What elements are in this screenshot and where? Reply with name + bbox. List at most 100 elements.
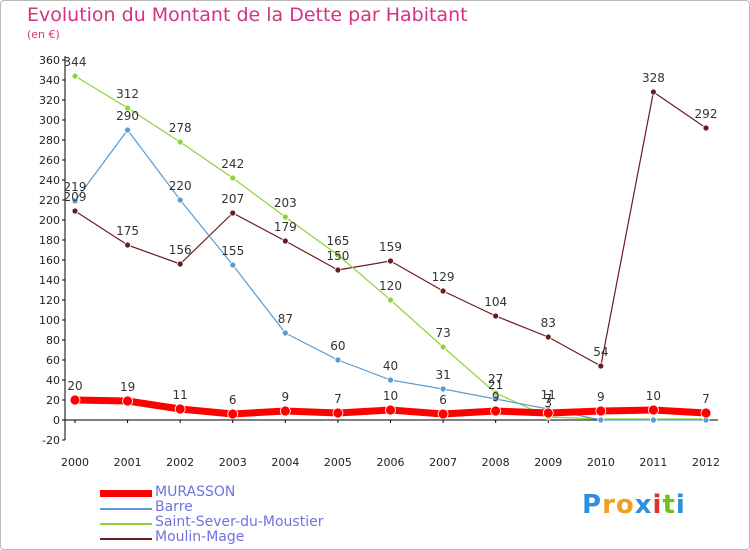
- data-label-moulin-mage: 129: [432, 270, 455, 284]
- x-tick-label: 2010: [587, 456, 615, 469]
- data-point-barre: [650, 416, 657, 424]
- y-tick-label: 240: [39, 174, 60, 187]
- data-label-moulin-mage: 159: [379, 240, 402, 254]
- data-point-murasson: [174, 403, 186, 415]
- data-point-barre: [334, 356, 342, 364]
- data-point-barre: [597, 416, 605, 424]
- data-point-moulin-mage: [334, 266, 342, 274]
- data-label-murasson: 9: [597, 390, 605, 404]
- y-tick-label: 20: [46, 394, 60, 407]
- data-label-murasson: 7: [334, 392, 342, 406]
- data-point-murasson: [332, 407, 344, 419]
- data-point-moulin-mage: [281, 237, 289, 245]
- data-point-moulin-mage: [492, 312, 500, 320]
- legend-label-barre: Barre: [155, 499, 193, 515]
- data-label-saint-sever-du-moustier: 73: [435, 326, 450, 340]
- data-point-murasson: [437, 408, 449, 420]
- data-label-barre: 11: [541, 388, 556, 402]
- data-point-barre: [229, 261, 237, 269]
- x-tick-label: 2005: [324, 456, 352, 469]
- data-label-moulin-mage: 328: [642, 71, 665, 85]
- logo-letter: t: [662, 490, 676, 520]
- data-label-murasson: 7: [702, 392, 710, 406]
- data-label-moulin-mage: 156: [169, 243, 192, 257]
- data-label-murasson: 19: [120, 380, 135, 394]
- data-point-murasson: [542, 407, 554, 419]
- data-label-moulin-mage: 104: [484, 295, 507, 309]
- data-label-barre: 21: [488, 378, 503, 392]
- data-label-murasson: 9: [282, 390, 290, 404]
- legend-item-moulin-mage: Moulin-Mage: [100, 529, 430, 546]
- legend-swatch-moulin-mage: [100, 538, 152, 540]
- y-tick-label: 40: [46, 374, 60, 387]
- data-point-barre: [439, 385, 447, 393]
- data-label-barre: 31: [435, 368, 450, 382]
- logo-letter: x: [634, 490, 653, 520]
- y-tick-label: 80: [46, 334, 60, 347]
- data-point-murasson: [648, 404, 659, 416]
- data-label-murasson: 20: [67, 379, 82, 393]
- y-tick-label: 320: [39, 94, 60, 107]
- y-tick-label: 100: [39, 314, 60, 327]
- data-label-saint-sever-du-moustier: 3: [544, 396, 552, 410]
- logo-letter: P: [582, 490, 603, 520]
- y-tick-label: 0: [53, 414, 60, 427]
- y-tick-label: 340: [39, 74, 60, 87]
- data-point-barre: [71, 197, 79, 205]
- data-label-moulin-mage: 179: [274, 220, 297, 234]
- data-label-barre: 220: [169, 179, 192, 193]
- data-point-murasson: [227, 408, 239, 420]
- x-tick-label: 2004: [271, 456, 299, 469]
- data-point-saint-sever-du-moustier: [71, 72, 79, 80]
- x-tick-label: 2007: [429, 456, 457, 469]
- y-tick-label: 200: [39, 214, 60, 227]
- data-point-murasson: [279, 405, 291, 417]
- legend-swatch-murasson: [100, 490, 152, 497]
- data-label-barre: 219: [64, 180, 87, 194]
- data-point-saint-sever-du-moustier: [124, 104, 131, 112]
- data-point-saint-sever-du-moustier: [176, 138, 184, 146]
- data-point-murasson: [122, 395, 133, 407]
- data-label-barre: 155: [221, 244, 244, 258]
- legend-item-saint-sever: Saint-Sever-du-Moustier: [100, 514, 430, 531]
- legend-swatch-saint-sever: [100, 523, 152, 525]
- data-label-murasson: 11: [173, 388, 188, 402]
- x-tick-label: 2008: [482, 456, 510, 469]
- y-tick-label: 360: [39, 54, 60, 67]
- legend-label-saint-sever: Saint-Sever-du-Moustier: [155, 514, 324, 530]
- logo-letter: r: [602, 490, 616, 520]
- data-point-murasson: [595, 405, 607, 417]
- y-tick-label: 280: [39, 134, 60, 147]
- data-label-murasson: 6: [439, 393, 447, 407]
- data-point-saint-sever-du-moustier: [387, 296, 394, 304]
- data-point-barre: [387, 376, 394, 384]
- data-point-murasson: [700, 407, 712, 419]
- data-point-moulin-mage: [124, 241, 131, 249]
- data-point-saint-sever-du-moustier: [229, 174, 237, 182]
- y-tick-label: 180: [39, 234, 60, 247]
- y-tick-label: 60: [46, 354, 60, 367]
- logo-letter: o: [615, 490, 635, 520]
- legend-item-murasson: MURASSON: [100, 484, 430, 501]
- y-tick-label: 160: [39, 254, 60, 267]
- data-label-barre: 87: [278, 312, 293, 326]
- chart-subtitle: (en €): [27, 28, 60, 41]
- x-tick-label: 2003: [219, 456, 247, 469]
- data-point-moulin-mage: [71, 207, 79, 215]
- data-label-murasson: 10: [383, 389, 398, 403]
- data-point-murasson: [490, 405, 502, 417]
- x-tick-label: 2002: [166, 456, 194, 469]
- data-point-moulin-mage: [229, 209, 237, 217]
- x-tick-label: 2001: [114, 456, 142, 469]
- series-line-barre: [74, 129, 707, 421]
- data-point-barre: [124, 126, 131, 134]
- y-tick-label: 220: [39, 194, 60, 207]
- data-label-saint-sever-du-moustier: 165: [326, 234, 349, 248]
- data-point-saint-sever-du-moustier: [334, 251, 342, 259]
- data-label-moulin-mage: 209: [64, 190, 87, 204]
- data-label-saint-sever-du-moustier: 344: [64, 55, 87, 69]
- data-label-murasson: 10: [646, 389, 661, 403]
- data-point-moulin-mage: [702, 124, 710, 132]
- data-point-murasson: [69, 394, 81, 406]
- data-point-moulin-mage: [439, 287, 447, 295]
